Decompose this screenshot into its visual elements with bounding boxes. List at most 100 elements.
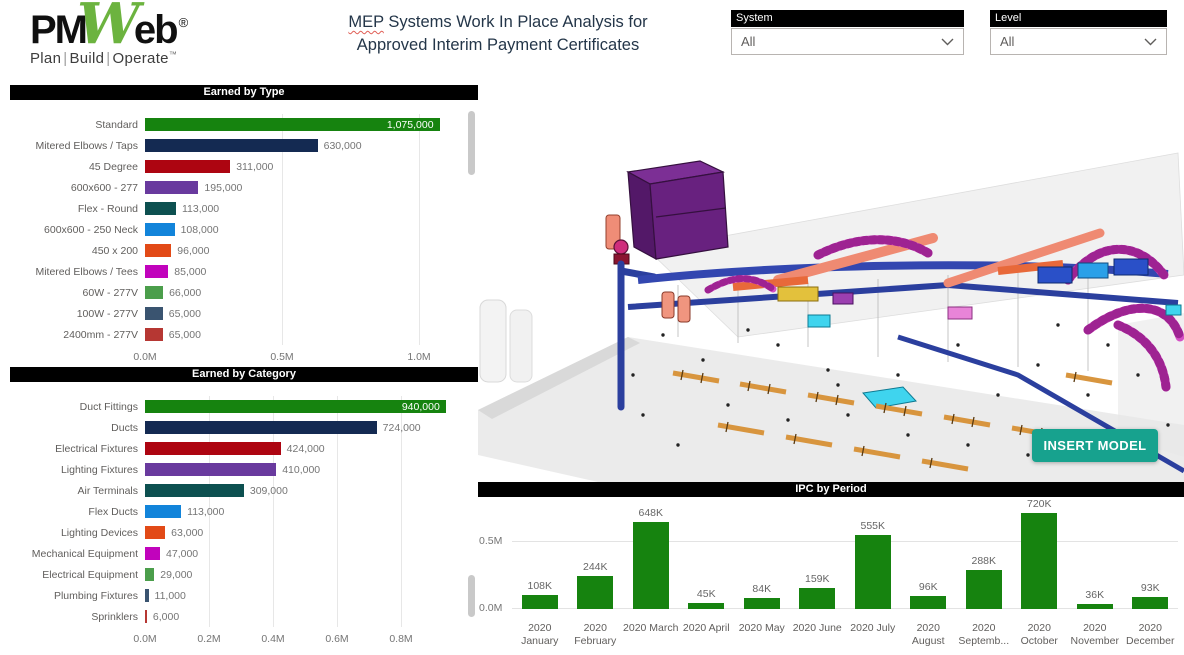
category-label: Standard <box>95 118 138 131</box>
bar-value-label: 6,000 <box>152 611 180 623</box>
category-label: Duct Fittings <box>79 400 138 413</box>
bar[interactable] <box>521 594 558 609</box>
logo-text-pm: PM <box>30 8 88 52</box>
bar-row: Mitered Elbows / Taps 630,000 <box>10 135 478 156</box>
bar-track: 66,000 <box>145 282 478 303</box>
bar-track: 424,000 <box>145 438 478 459</box>
bar-value-label: 940,000 <box>401 401 440 413</box>
bar-value-label: 195,000 <box>204 182 243 194</box>
bar-value-label: 47,000 <box>166 548 199 560</box>
category-label: Electrical Fixtures <box>55 442 138 455</box>
gridline <box>273 396 274 627</box>
bar-track: 195,000 <box>145 177 478 198</box>
bar-track: 47,000 <box>145 543 478 564</box>
bar[interactable] <box>145 202 176 215</box>
bar-columns: 108K 244K 648K 45K 84K 159K 555K 96K 288K 720K 36K… <box>512 497 1178 609</box>
bar-row: Air Terminals 309,000 <box>10 480 478 501</box>
bar-value-label: 424,000 <box>286 443 325 455</box>
bar[interactable] <box>145 421 377 434</box>
bar-row: 2400mm - 277V 65,000 <box>10 324 478 345</box>
bar-column: 84K <box>734 583 790 609</box>
bar[interactable] <box>145 505 182 518</box>
bar-value-label: 84K <box>752 582 772 595</box>
bar[interactable] <box>632 522 669 609</box>
bar-value-label: 29,000 <box>160 569 193 581</box>
bar[interactable] <box>145 265 169 278</box>
earned-by-type-title: Earned by Type <box>10 85 478 100</box>
x-axis-label: 2020 July <box>850 621 896 634</box>
bar[interactable] <box>145 307 163 320</box>
bar[interactable] <box>145 442 281 455</box>
vertical-scrollbar[interactable] <box>468 575 475 617</box>
category-label: 100W - 277V <box>76 307 138 320</box>
level-dropdown[interactable]: All <box>990 28 1167 55</box>
bar-row: 600x600 - 250 Neck 108,000 <box>10 219 478 240</box>
category-label: Mitered Elbows / Tees <box>35 265 138 278</box>
bar[interactable] <box>1021 512 1058 609</box>
bar[interactable] <box>1132 596 1169 609</box>
bar-column: 96K <box>901 581 957 609</box>
bar-row: Mechanical Equipment 47,000 <box>10 543 478 564</box>
bar-row: Standard 1,075,000 <box>10 114 478 135</box>
bar[interactable] <box>910 596 947 609</box>
insert-model-button[interactable]: INSERT MODEL <box>1032 429 1158 462</box>
bim-model-viewport[interactable]: INSERT MODEL <box>478 75 1184 482</box>
bar[interactable] <box>145 610 147 623</box>
bar[interactable] <box>688 602 725 609</box>
bar[interactable] <box>145 568 155 581</box>
bar-row: Flex - Round 113,000 <box>10 198 478 219</box>
bar[interactable] <box>145 286 164 299</box>
bar-track: 309,000 <box>145 480 478 501</box>
bar[interactable] <box>145 400 446 413</box>
bar-column: 93K <box>1123 582 1179 609</box>
bar[interactable] <box>145 463 277 476</box>
bar[interactable] <box>145 139 318 152</box>
bar-value-label: 410,000 <box>282 464 321 476</box>
bar-row: Mitered Elbows / Tees 85,000 <box>10 261 478 282</box>
bar[interactable] <box>145 244 172 257</box>
trademark-mark: ™ <box>168 50 178 59</box>
category-label: 60W - 277V <box>82 286 138 299</box>
gridline <box>419 114 420 345</box>
bar[interactable] <box>145 484 244 497</box>
ipc-x-axis-labels: 2020 January 2020 February 2020 March 2020 … <box>512 622 1178 649</box>
bar[interactable] <box>965 570 1002 609</box>
bar[interactable] <box>145 160 231 173</box>
bar[interactable] <box>577 576 614 609</box>
bar-value-label: 555K <box>860 519 886 532</box>
bar[interactable] <box>145 589 149 602</box>
bar-value-label: 288K <box>971 555 997 568</box>
bar[interactable] <box>145 181 199 194</box>
system-dropdown[interactable]: All <box>731 28 964 55</box>
page-title: MEP Systems Work In Place Analysis for A… <box>348 13 648 55</box>
category-label: 600x600 - 277 <box>70 181 138 194</box>
bar[interactable] <box>1076 604 1113 609</box>
bar[interactable] <box>145 223 175 236</box>
bar[interactable] <box>145 118 440 131</box>
chevron-down-icon <box>941 38 954 45</box>
bar-value-label: 11,000 <box>154 590 186 602</box>
category-label: Mechanical Equipment <box>31 547 138 560</box>
bar-track: 108,000 <box>145 219 478 240</box>
category-label: 450 x 200 <box>91 244 138 257</box>
bar[interactable] <box>854 534 891 609</box>
ipc-by-period-title: IPC by Period <box>478 482 1184 497</box>
earned-by-category-panel: Earned by Category Duct Fittings 940,000 D… <box>10 367 478 649</box>
system-filter-label: System <box>731 10 964 27</box>
vertical-scrollbar[interactable] <box>468 111 475 175</box>
bar[interactable] <box>743 597 780 609</box>
bar-value-label: 108K <box>527 579 553 592</box>
bar-track: 65,000 <box>145 303 478 324</box>
x-axis-tick: 1.0M <box>407 351 431 363</box>
bar[interactable] <box>145 547 161 560</box>
bar-row: Plumbing Fixtures 11,000 <box>10 585 478 606</box>
bar[interactable] <box>145 328 163 341</box>
bar[interactable] <box>799 587 836 609</box>
bar[interactable] <box>145 526 166 539</box>
bar-value-label: 65,000 <box>168 308 201 320</box>
x-axis-tick: 0.0M <box>133 633 157 645</box>
x-axis-tick: 0.4M <box>261 633 285 645</box>
x-axis-label: 2020 Septemb... <box>958 621 1010 648</box>
x-axis-label: 2020 August <box>911 621 945 648</box>
